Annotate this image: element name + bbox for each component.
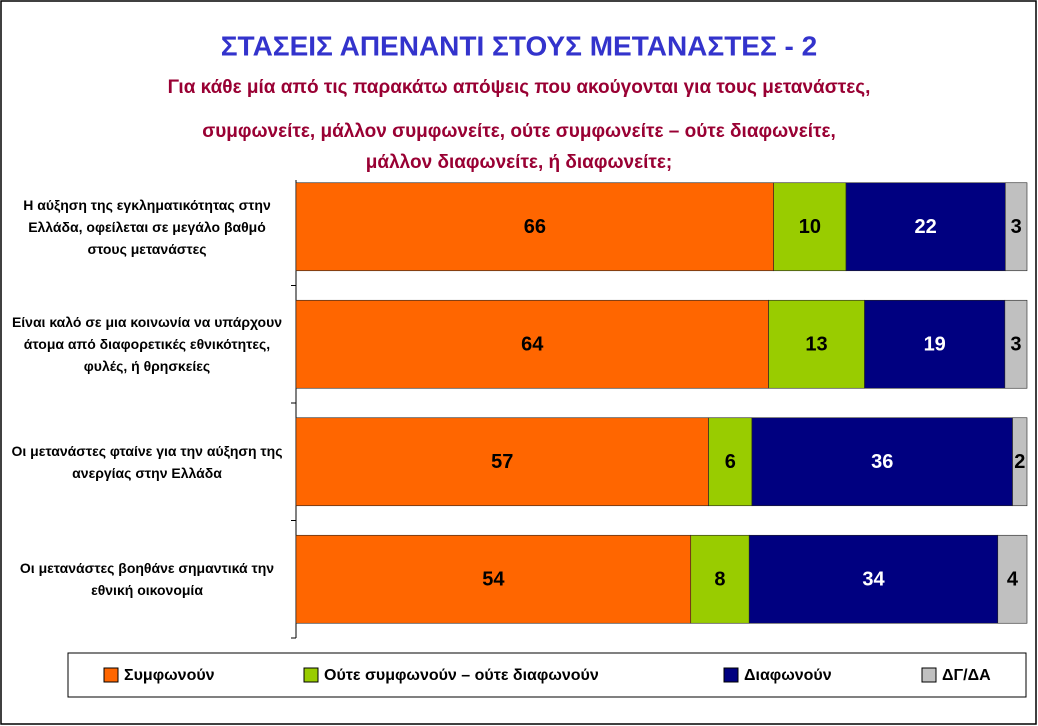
value-label: 19	[924, 334, 946, 356]
subtitle: μάλλον διαφωνείτε, ή διαφωνείτε;	[366, 152, 672, 173]
bar-segment	[295, 534, 692, 624]
bar-segment	[295, 182, 774, 272]
bar-segment	[690, 534, 750, 624]
value-label: 3	[1011, 216, 1022, 238]
legend-swatch	[303, 667, 319, 683]
value-label: 22	[915, 216, 937, 238]
value-label: 4	[1007, 569, 1019, 591]
bar-segment	[864, 299, 1006, 389]
legend-swatch	[921, 667, 937, 683]
category-label: Οι μετανάστες βοηθάνε σημαντικά την εθνι…	[19, 560, 275, 599]
value-label: 54	[482, 569, 505, 591]
value-label: 66	[524, 216, 546, 238]
chart-title: ΣΤΑΣΕΙΣ ΑΠΕΝΑΝΤΙ ΣΤΟΥΣ ΜΕΤΑΝΑΣΤΕΣ - 2	[221, 30, 817, 61]
bar-segment	[295, 417, 709, 507]
bar-segment	[845, 182, 1006, 272]
legend-swatch	[103, 667, 119, 683]
bar-segment	[748, 534, 999, 624]
legend-label: Ούτε συμφωνούν – ούτε διαφωνούν	[324, 667, 599, 684]
value-label: 2	[1014, 451, 1025, 473]
legend-label: Συμφωνούν	[124, 667, 215, 684]
bar-segment	[1004, 299, 1028, 389]
value-label: 8	[714, 569, 725, 591]
bar-segment	[751, 417, 1013, 507]
value-label: 6	[725, 451, 736, 473]
bar-segment	[768, 299, 865, 389]
bar-segment	[1012, 417, 1028, 507]
bar-segment	[708, 417, 753, 507]
legend-box	[67, 652, 1027, 698]
bar-segment	[1004, 182, 1028, 272]
subtitle: συμφωνείτε, μάλλον συμφωνείτε, ούτε συμφ…	[202, 121, 836, 142]
legend-label: Διαφωνούν	[744, 667, 832, 684]
category-label: Είναι καλό σε μια κοινωνία να υπάρχουν ά…	[11, 314, 283, 375]
bar-segment	[295, 299, 769, 389]
value-label: 57	[491, 451, 513, 473]
value-label: 3	[1010, 334, 1021, 356]
legend-label: ΔΓ/ΔΑ	[942, 667, 991, 684]
value-label: 34	[862, 569, 885, 591]
legend-swatch	[723, 667, 739, 683]
value-label: 13	[805, 334, 827, 356]
category-label: Οι μετανάστες φταίνε για την αύξηση της …	[11, 442, 283, 481]
value-label: 10	[799, 216, 821, 238]
value-label: 36	[871, 451, 893, 473]
bar-segment	[773, 182, 847, 272]
category-label: Η αύξηση της εγκληματικότητας στην Ελλάδ…	[23, 196, 271, 257]
bar-segment	[997, 534, 1028, 624]
subtitle: Για κάθε μία από τις παρακάτω απόψεις πο…	[168, 77, 871, 98]
value-label: 64	[521, 334, 544, 356]
